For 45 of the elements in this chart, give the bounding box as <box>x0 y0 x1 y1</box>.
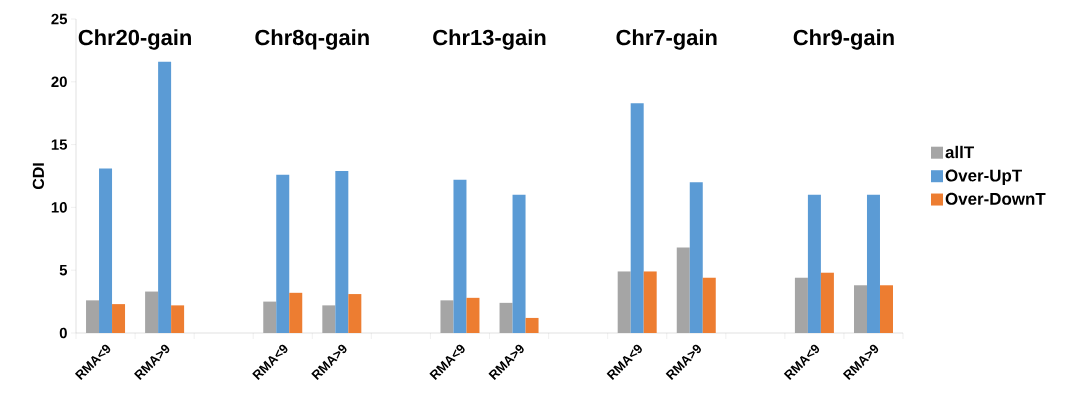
bar <box>86 300 100 333</box>
bar <box>335 170 349 333</box>
legend-label: Over-UpT <box>945 169 1022 185</box>
bar <box>617 271 631 333</box>
bar <box>499 302 513 333</box>
y-axis-title: CDI <box>32 163 45 190</box>
y-tick-label: 25 <box>51 13 68 25</box>
annotation: Chr9-gain <box>793 29 894 50</box>
y-tick-label: 0 <box>59 327 67 339</box>
bar <box>794 277 808 333</box>
bar <box>348 294 362 333</box>
bar <box>630 103 644 333</box>
legend-label: Over-DownT <box>945 192 1046 205</box>
bar <box>879 285 893 333</box>
bar <box>689 182 703 333</box>
bar <box>440 300 454 333</box>
bar <box>158 61 172 333</box>
y-tick-label: 15 <box>51 139 68 150</box>
bar <box>145 291 159 333</box>
bar <box>322 305 336 333</box>
bar <box>171 305 185 333</box>
bar <box>466 297 480 333</box>
bar <box>512 194 526 333</box>
bar <box>276 174 290 333</box>
bar <box>866 194 880 333</box>
annotation: Chr13-gain <box>433 29 546 50</box>
annotation: Chr20-gain <box>78 29 191 50</box>
bar <box>525 317 539 333</box>
annotation: Chr7-gain <box>616 29 717 50</box>
y-tick-label: 5 <box>59 264 68 276</box>
y-tick-label: 10 <box>51 202 67 213</box>
bar <box>643 271 657 333</box>
bar <box>676 247 690 333</box>
bar <box>820 272 834 333</box>
bar <box>112 304 126 333</box>
bar <box>99 168 113 333</box>
bar <box>263 301 277 333</box>
bar <box>853 285 867 333</box>
legend-label: allT <box>945 145 975 159</box>
annotation: Chr8q-gain <box>255 29 369 50</box>
bar <box>702 277 716 333</box>
bar <box>807 194 821 333</box>
y-tick-label: 20 <box>51 76 67 88</box>
bar <box>453 179 467 333</box>
bar <box>289 292 303 333</box>
